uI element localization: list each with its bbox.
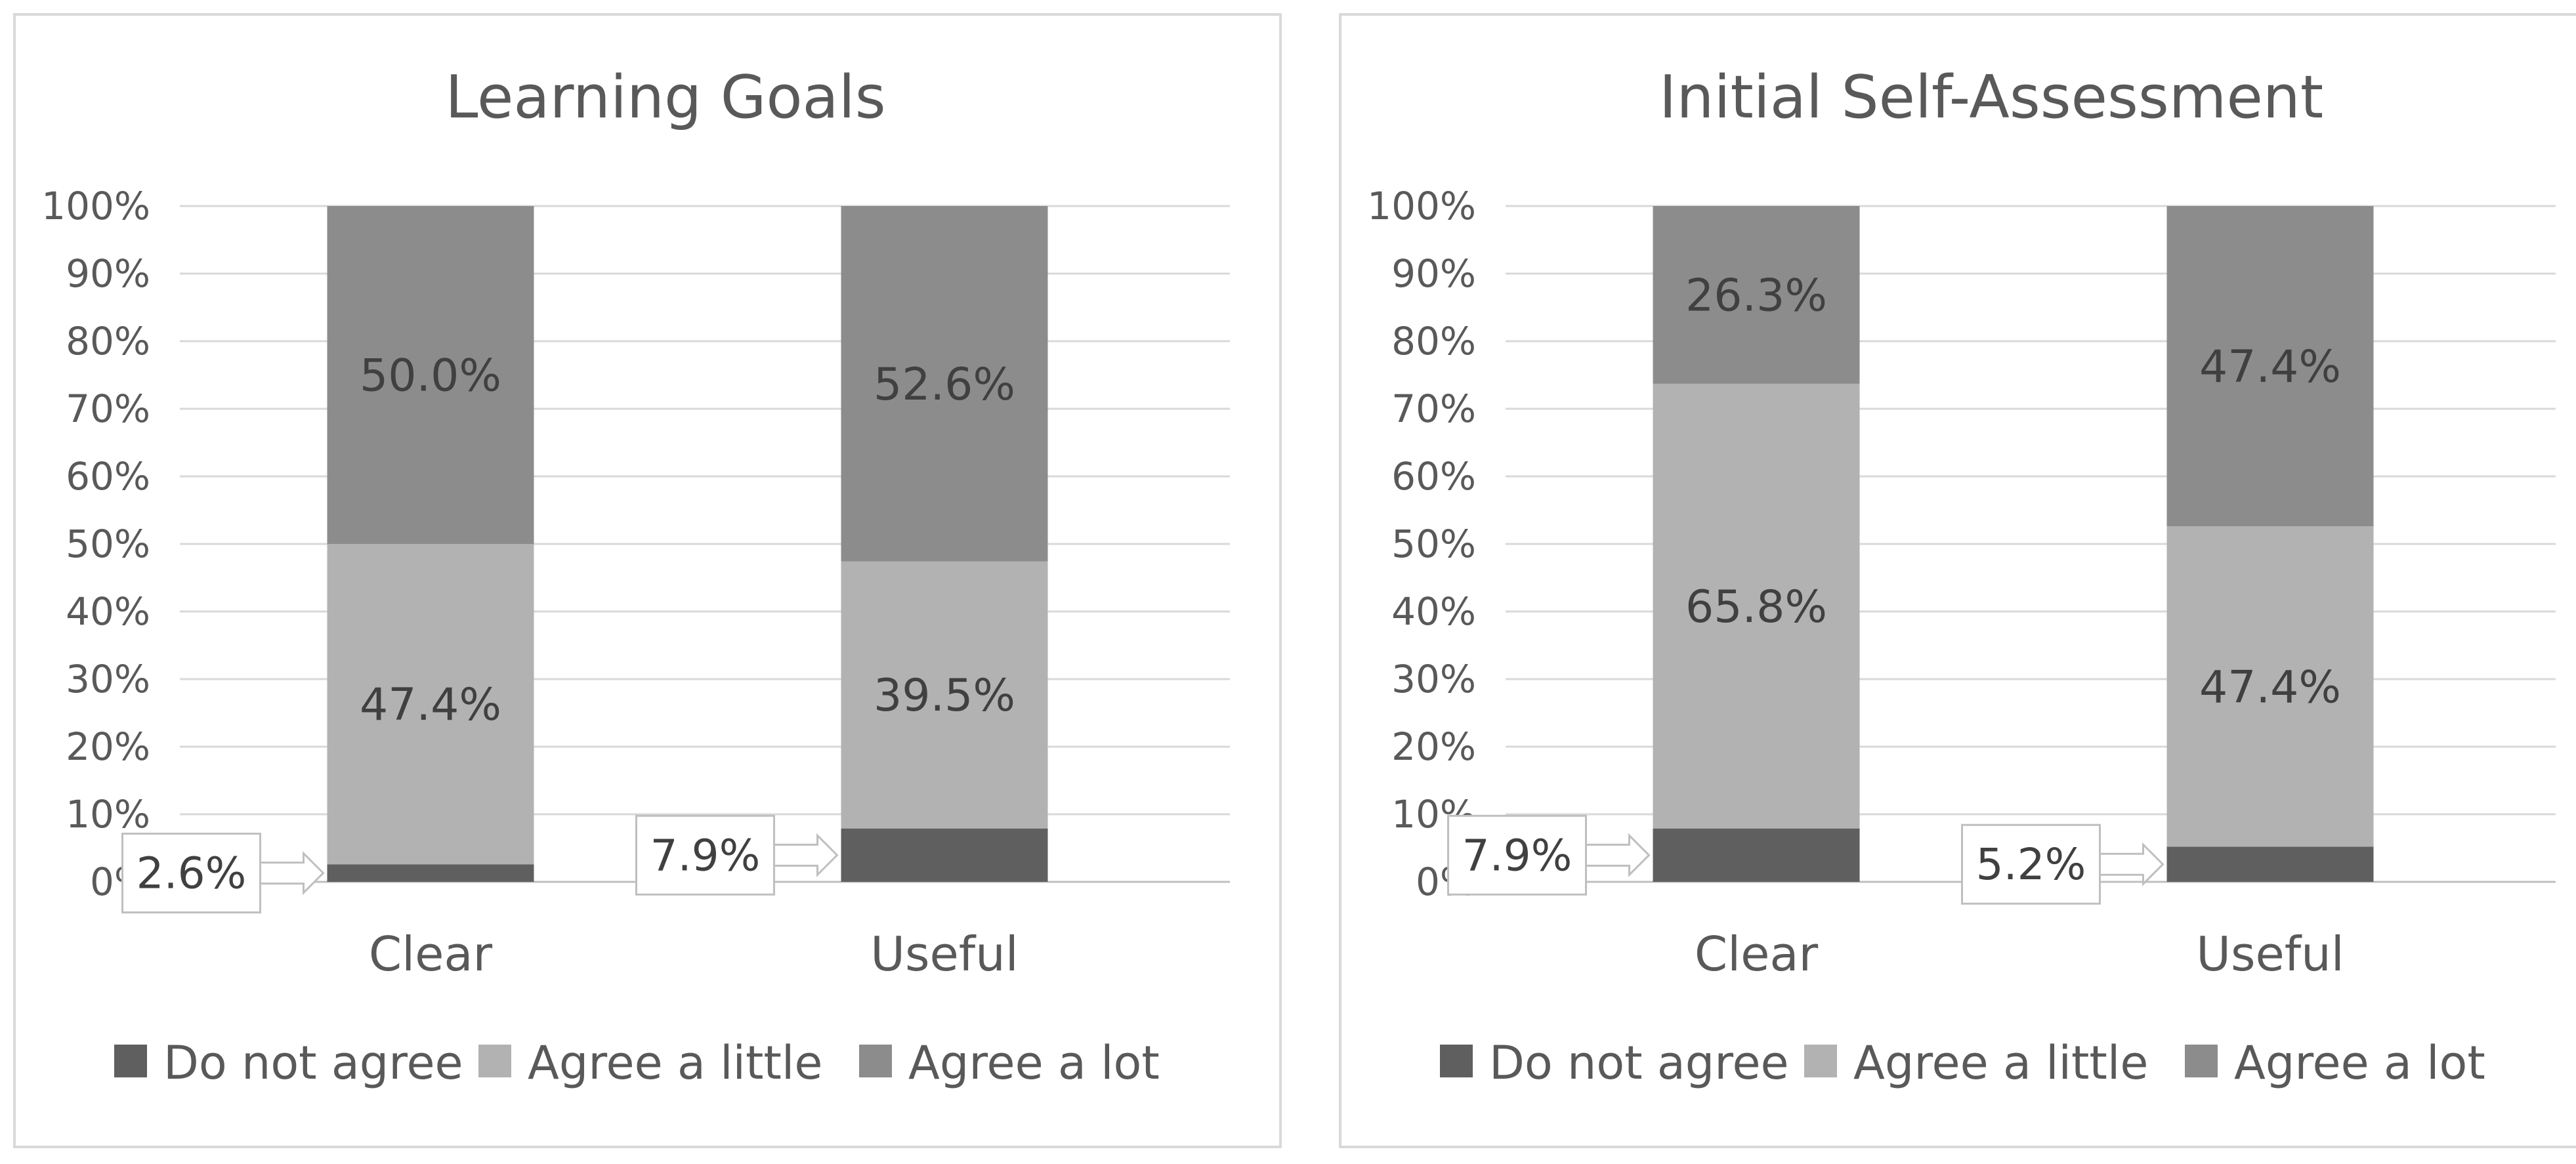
y-tick-label: 50% — [1391, 522, 1476, 566]
callout-box — [1447, 814, 1587, 896]
y-tick-label: 30% — [66, 657, 150, 701]
bar-segment-agree-a-lot — [327, 206, 534, 544]
data-label: 65.8% — [1685, 581, 1827, 633]
bar-segment-agree-a-little — [327, 544, 534, 865]
callout-arrow — [773, 833, 839, 877]
bar-segment-do-not-agree — [2166, 846, 2374, 882]
chart-title: Learning Goals — [445, 63, 885, 132]
legend-label: Agree a lot — [908, 1036, 1160, 1090]
x-tick-label: Useful — [2196, 926, 2344, 982]
y-tick-label: 50% — [66, 522, 150, 566]
bar-segment-agree-a-lot — [2166, 206, 2374, 527]
y-tick-label: 80% — [1391, 319, 1476, 364]
x-tick-label: Clear — [369, 926, 493, 982]
y-tick-label: 60% — [1391, 454, 1476, 499]
callout-arrow — [2099, 842, 2164, 886]
data-label: 47.4% — [2199, 661, 2341, 713]
data-label: 50.0% — [360, 350, 501, 402]
callout-arrow — [1585, 833, 1651, 877]
bar-segment-do-not-agree — [1653, 828, 1860, 882]
y-tick-label: 100% — [41, 184, 150, 228]
bar-segment-agree-a-lot — [841, 206, 1048, 562]
legend-swatch-agree-a-lot — [2185, 1045, 2218, 1077]
bar-segment-do-not-agree — [327, 864, 534, 882]
data-label: 52.6% — [874, 359, 1015, 411]
data-label-callout: 7.9% — [1447, 814, 1651, 896]
chart-panel-learning-goals: Learning Goals 0% 10% 20% 30% 40% 50% 60% 70% 80%… — [13, 13, 1282, 1148]
data-label-callout: 2.6% — [121, 833, 325, 914]
legend-label: Agree a lot — [2234, 1036, 2485, 1090]
data-label: 39.5% — [874, 670, 1015, 722]
callout-box — [635, 814, 775, 896]
legend-swatch-agree-a-little — [478, 1045, 511, 1077]
x-tick-label: Clear — [1695, 926, 1819, 982]
y-tick-label: 40% — [1391, 589, 1476, 634]
y-tick-label: 20% — [66, 724, 150, 769]
y-tick-label: 90% — [1391, 251, 1476, 296]
data-label: 7.9% — [1462, 830, 1573, 881]
data-label: 26.3% — [1685, 270, 1827, 322]
chart-panel-initial-self-assessment: Initial Self-Assessment 0% 10% 20% 30% 40% 50%… — [1339, 13, 2576, 1148]
legend-label: Agree a little — [1853, 1036, 2148, 1090]
bar-segment-agree-a-little — [1653, 383, 1860, 829]
y-tick-label: 10% — [66, 792, 150, 837]
chart-learning-goals: Learning Goals0%10%20%30%40%50%60%70%80%… — [41, 63, 1230, 1090]
y-tick-label: 20% — [1391, 724, 1476, 769]
legend-swatch-do-not-agree — [1440, 1045, 1473, 1077]
bar-segment-agree-a-lot — [1653, 206, 1860, 384]
y-tick-label: 70% — [66, 386, 150, 431]
chart-initial-self-assessment: Initial Self-Assessment0%10%20%30%40%50%… — [1367, 63, 2556, 1090]
data-label: 47.4% — [2199, 341, 2341, 393]
y-tick-label: 90% — [66, 251, 150, 296]
y-tick-label: 40% — [66, 589, 150, 634]
data-label: 5.2% — [1976, 839, 2086, 890]
callout-arrow — [259, 850, 325, 896]
x-tick-label: Useful — [870, 926, 1019, 982]
data-label: 47.4% — [360, 679, 501, 731]
data-label-callout: 5.2% — [1961, 823, 2164, 905]
y-tick-label: 70% — [1391, 386, 1476, 431]
data-label: 2.6% — [137, 848, 247, 899]
legend-swatch-do-not-agree — [114, 1045, 147, 1077]
data-label: 7.9% — [650, 830, 761, 881]
callout-box — [1961, 823, 2101, 905]
bar-segment-agree-a-little — [841, 561, 1048, 829]
y-tick-label: 80% — [66, 319, 150, 364]
data-label-callout: 7.9% — [635, 814, 839, 896]
y-tick-label: 100% — [1367, 184, 1476, 228]
legend-label: Agree a little — [528, 1036, 822, 1090]
legend-swatch-agree-a-little — [1804, 1045, 1837, 1077]
chart-title: Initial Self-Assessment — [1659, 63, 2323, 132]
legend-label: Do not agree — [163, 1036, 463, 1090]
callout-box — [121, 833, 261, 914]
bar-segment-do-not-agree — [841, 828, 1048, 882]
y-tick-label: 60% — [66, 454, 150, 499]
bar-segment-agree-a-little — [2166, 526, 2374, 847]
y-tick-label: 30% — [1391, 657, 1476, 701]
legend-swatch-agree-a-lot — [859, 1045, 892, 1077]
legend-label: Do not agree — [1489, 1036, 1789, 1090]
